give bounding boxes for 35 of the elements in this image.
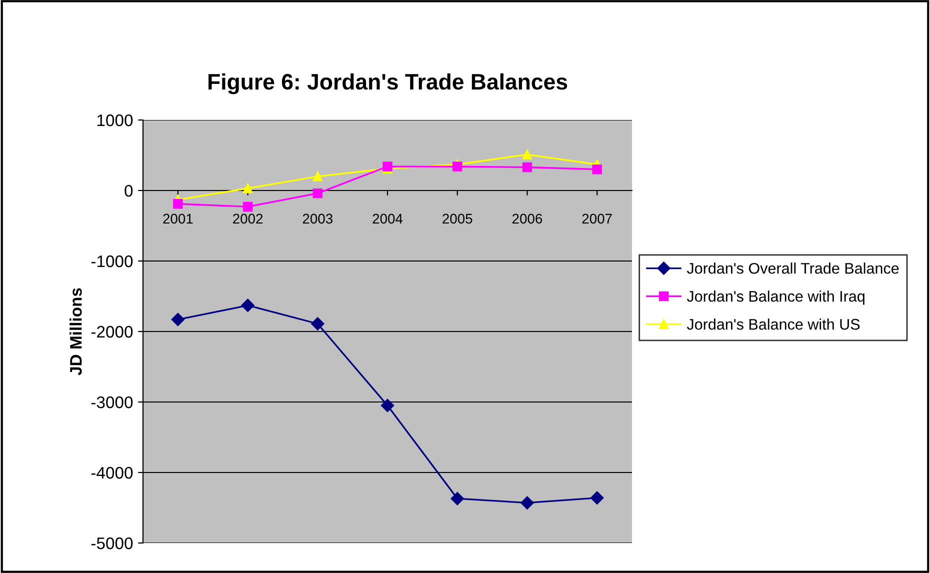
legend-label: Jordan's Balance with US [686, 318, 860, 330]
x-tick-label: 2002 [233, 214, 263, 224]
point [241, 298, 254, 312]
point [242, 184, 253, 194]
point [171, 312, 185, 326]
legend-label: Jordan's Overall Trade Balance [686, 262, 899, 274]
point [312, 188, 323, 198]
point [520, 496, 534, 510]
legend-label: Jordan's Balance with Iraq [686, 290, 864, 305]
point [590, 491, 604, 504]
point [452, 162, 462, 172]
point [450, 492, 464, 506]
y-tick-label: 1000 [97, 114, 133, 126]
y-tick-label: -4000 [91, 466, 133, 479]
y-tick-label: 0 [124, 184, 133, 197]
x-tick-label: 2006 [512, 214, 542, 224]
x-tick-label: 2007 [582, 214, 612, 224]
y-axis-title: JD Millions [70, 288, 82, 376]
point [592, 164, 602, 174]
point [312, 172, 323, 182]
point [522, 150, 532, 160]
x-tick-label: 2005 [442, 214, 472, 224]
x-tick-label: 2003 [302, 214, 332, 224]
y-tick-label: -5000 [91, 537, 133, 550]
point [242, 202, 253, 212]
y-tick-label: -2000 [91, 326, 133, 338]
x-tick-label: 2004 [372, 214, 403, 224]
point [522, 162, 532, 172]
x-tick-label: 2001 [163, 214, 193, 224]
point [380, 398, 394, 412]
y-tick-label: -3000 [91, 396, 133, 408]
chart-title: Figure 6: Jordan's Trade Balances [208, 73, 568, 94]
point [311, 317, 324, 330]
point [173, 199, 183, 209]
y-tick-label: -1000 [91, 255, 133, 268]
